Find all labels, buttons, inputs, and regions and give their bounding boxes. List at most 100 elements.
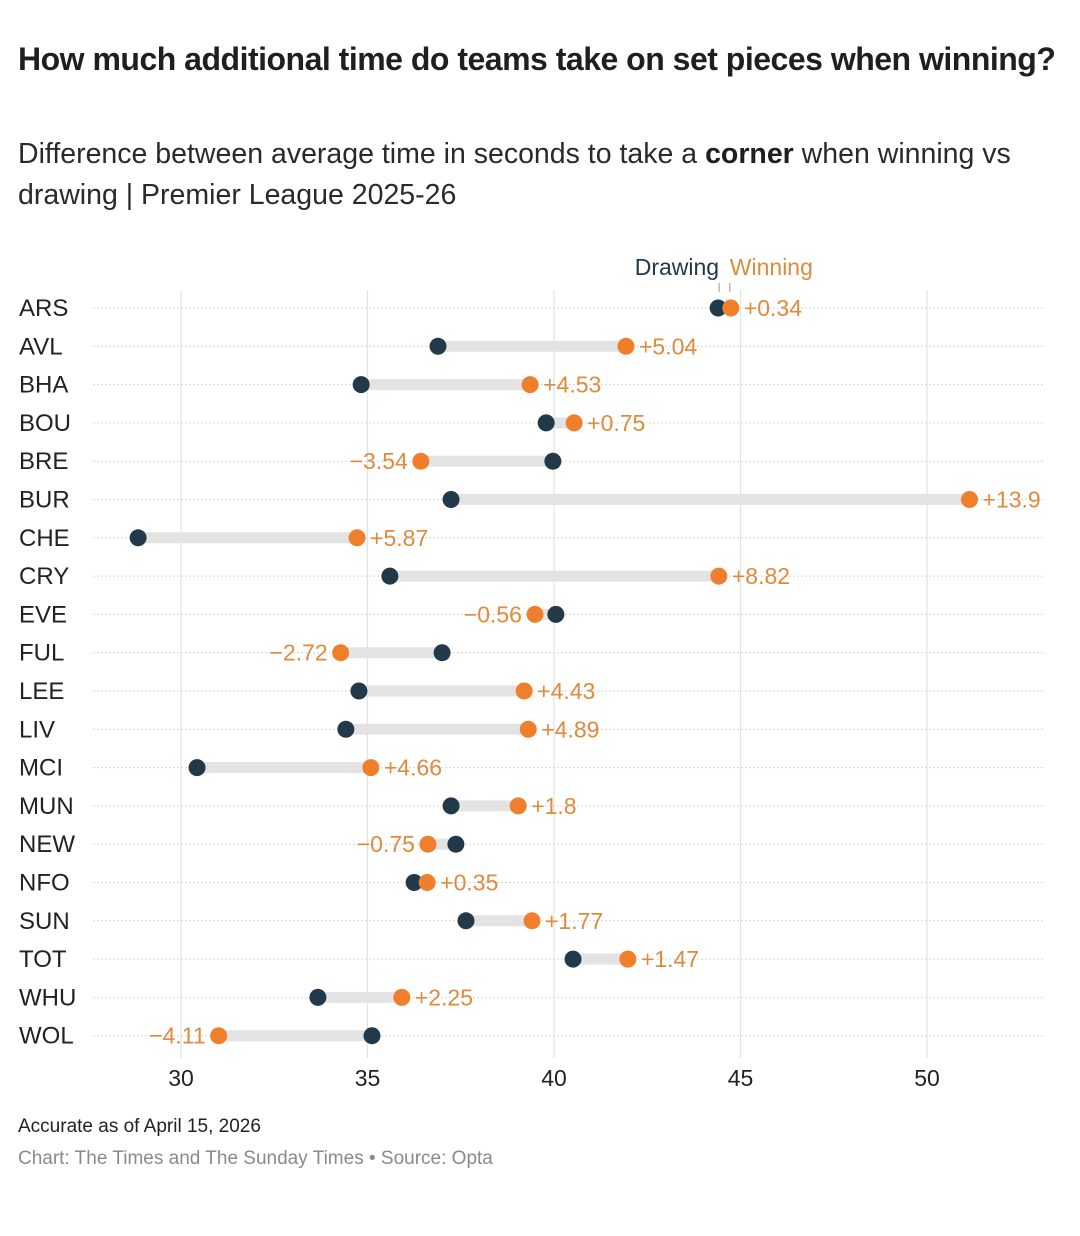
drawing-dot [363,1027,381,1045]
drawing-dot [709,299,727,317]
winning-dot [418,874,436,891]
rows: ARS +0.34 AVL +5.04 BHA +4.53 BOU +0.75 BRE −3.54… [19,295,1045,1050]
drawing-dot [309,988,327,1006]
footer-note: Accurate as of April 15, 2026 [18,1116,261,1137]
chart-subtitle: Difference between average time in secon… [18,134,1068,216]
drawing-dot [350,682,368,700]
drawing-dot [447,835,465,853]
row-wol: WOL −4.11 [19,1023,1045,1050]
team-label: BOU [19,410,71,437]
row-liv: LIV +4.89 [19,716,1045,743]
team-label: BUR [19,487,70,514]
legend-winning: Winning [730,254,813,280]
drawing-dot [405,874,423,891]
difference-label: +4.66 [384,755,442,781]
team-label: NEW [19,831,75,858]
difference-label: +4.89 [541,716,599,742]
team-label: BHA [19,372,68,399]
legend-drawing: Drawing [635,254,719,280]
gridlines [180,290,928,1058]
subtitle-text-2: when winning vs drawing | Premier League… [18,138,1011,211]
difference-label: +2.25 [415,984,473,1010]
difference-label: +1.77 [545,908,603,934]
winning-dot [619,950,637,968]
x-tick-label: 35 [355,1065,381,1091]
drawing-dot [337,720,355,738]
row-new: NEW −0.75 [19,831,1045,858]
team-label: LIV [19,716,55,743]
x-tick-label: 30 [168,1065,194,1091]
x-axis: 30 35 40 45 50 [168,1065,940,1091]
drawing-dot [564,950,582,968]
winning-dot [519,720,537,738]
winning-dot [523,912,541,930]
winning-dot [412,452,430,470]
chart-title: How much additional time do teams take o… [18,41,1056,77]
winning-dot [509,797,527,815]
team-label: FUL [19,640,64,667]
team-label: AVL [19,333,63,360]
team-label: SUN [19,908,70,935]
team-label: WOL [19,1023,74,1050]
winning-dot [362,759,380,777]
drawing-dot [429,337,447,355]
dumbbell-chart: ARS +0.34 AVL +5.04 BHA +4.53 BOU +0.75 BRE −3.54… [19,254,1045,1091]
row-sun: SUN +1.77 [19,908,1045,935]
winning-dot [348,529,366,547]
team-label: ARS [19,295,68,322]
row-avl: AVL +5.04 [19,333,1045,360]
winning-dot [617,337,635,355]
difference-label: −0.75 [357,831,415,857]
difference-label: −3.54 [350,448,408,474]
team-label: NFO [19,870,70,897]
winning-dot [710,567,728,585]
subtitle-text-1: Difference between average time in secon… [18,138,706,170]
x-tick-label: 50 [914,1065,940,1091]
drawing-dot [433,644,451,662]
winning-dot [521,376,539,394]
difference-label: −2.72 [269,640,327,666]
winning-dot [210,1027,228,1045]
row-ful: FUL −2.72 [19,640,1045,667]
row-che: CHE +5.87 [19,525,1045,552]
team-label: TOT [19,946,67,973]
row-bre: BRE −3.54 [19,448,1045,475]
winning-dot [526,605,544,623]
difference-label: −0.56 [464,601,522,627]
row-ars: ARS +0.34 [19,295,1045,322]
winning-dot [565,414,583,432]
difference-label: +0.34 [744,295,802,321]
difference-label: +1.8 [531,793,576,819]
footer-source: Chart: The Times and The Sunday Times • … [18,1148,493,1169]
difference-label: +5.04 [639,333,697,359]
team-label: CRY [19,563,69,590]
row-mci: MCI +4.66 [19,755,1045,782]
drawing-dot [442,491,460,508]
drawing-dot [547,605,565,623]
subtitle-emphasis: corner [705,138,794,170]
difference-label: +8.82 [732,563,790,589]
drawing-dot [537,414,555,432]
team-label: EVE [19,601,67,628]
row-bur: BUR +13.9 [19,487,1045,514]
difference-label: +1.47 [641,946,699,972]
winning-dot [961,491,979,508]
difference-label: +4.43 [537,678,595,704]
drawing-dot [457,912,475,930]
difference-label: +0.75 [587,410,645,436]
x-tick-label: 45 [728,1065,754,1091]
winning-dot [393,988,411,1006]
drawing-dot [381,567,399,585]
legend: Drawing Winning [635,254,813,292]
difference-label: +0.35 [440,870,498,896]
winning-dot [515,682,533,700]
difference-label: −4.11 [149,1023,206,1049]
team-label: LEE [19,678,64,705]
row-tot: TOT +1.47 [19,946,1045,973]
team-label: BRE [19,448,68,475]
team-label: MCI [19,755,63,782]
drawing-dot [352,376,370,394]
row-whu: WHU +2.25 [19,984,1045,1011]
drawing-dot [129,529,147,547]
x-tick-label: 40 [541,1065,567,1091]
